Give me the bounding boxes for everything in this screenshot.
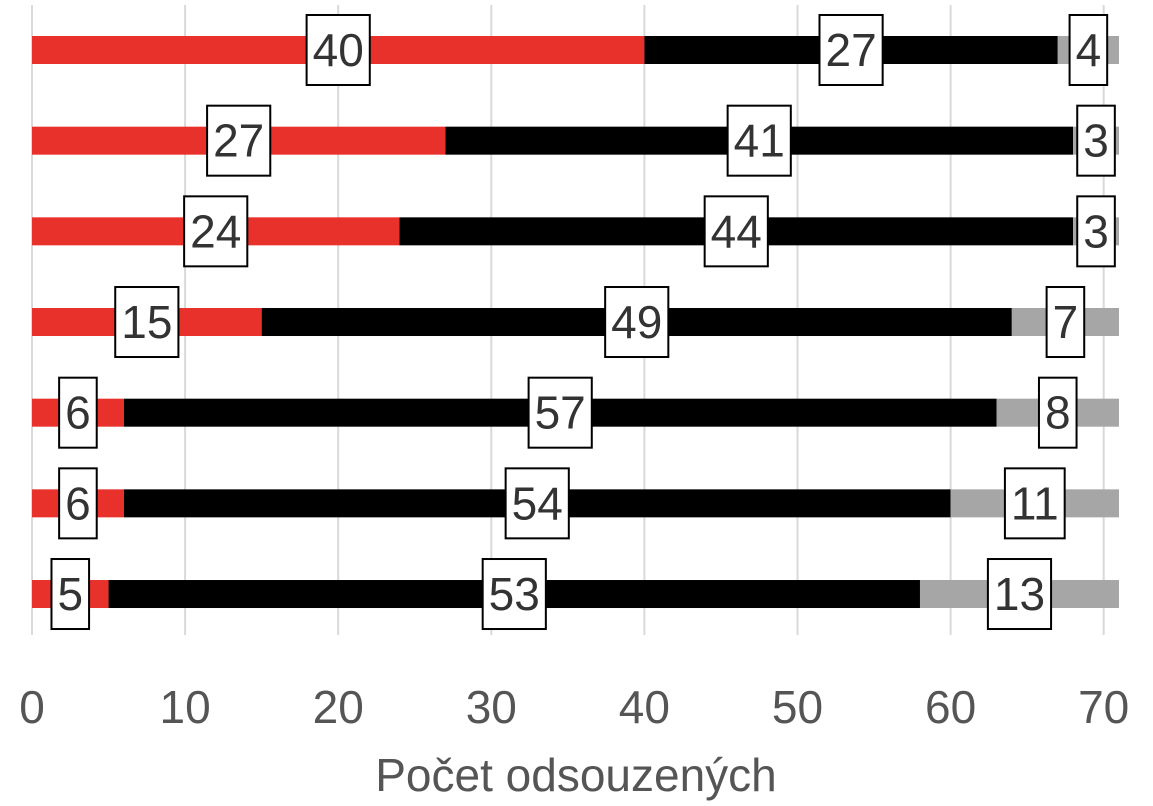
data-label: 27	[818, 14, 884, 86]
data-label-text: 41	[734, 115, 785, 167]
data-label-box	[1068, 14, 1109, 86]
data-label: 4	[1068, 14, 1109, 86]
data-label-text: 49	[611, 296, 662, 348]
x-tick-label: 30	[466, 681, 517, 733]
data-label: 24	[183, 195, 249, 268]
data-label: 7	[1045, 286, 1086, 359]
data-label-text: 57	[535, 387, 586, 439]
data-label-box	[183, 195, 249, 268]
data-label: 44	[703, 195, 769, 268]
data-label: 15	[114, 286, 180, 359]
data-label-box	[1076, 195, 1116, 268]
x-axis-title: Počet odsouzených	[375, 749, 777, 801]
data-label-text: 53	[489, 568, 540, 620]
x-tick-label: 50	[772, 681, 823, 733]
x-tick-label: 70	[1078, 681, 1129, 733]
data-label: 41	[726, 104, 792, 177]
data-label-box	[58, 376, 98, 449]
data-label-box	[818, 14, 884, 86]
data-label: 6	[58, 376, 98, 449]
data-label: 57	[527, 376, 593, 449]
data-label-box	[1076, 104, 1116, 177]
x-tick-label: 10	[160, 681, 211, 733]
data-label-text: 54	[512, 477, 563, 529]
data-label-box	[206, 104, 272, 177]
data-label-text: 11	[1011, 477, 1059, 529]
data-label-text: 6	[65, 387, 91, 439]
data-label: 54	[504, 467, 570, 540]
data-label: 5	[50, 558, 91, 631]
data-label-text: 27	[825, 24, 876, 76]
data-label: 6	[58, 467, 98, 540]
data-label-text: 15	[121, 296, 172, 348]
data-label-text: 8	[1045, 387, 1071, 439]
x-tick-label: 20	[313, 681, 364, 733]
data-label-box	[50, 558, 91, 631]
data-label-box	[1003, 467, 1066, 540]
data-label: 11	[1003, 467, 1066, 540]
data-label-box	[481, 558, 547, 631]
data-label-text: 24	[190, 205, 241, 257]
data-label-box	[986, 558, 1053, 631]
data-label-box	[1045, 286, 1086, 359]
data-label-text: 13	[994, 568, 1045, 620]
x-tick-label: 60	[925, 681, 976, 733]
data-label-text: 3	[1083, 205, 1109, 257]
data-label-box	[58, 467, 98, 540]
data-label-box	[527, 376, 593, 449]
data-label: 27	[206, 104, 272, 177]
x-tick-label: 0	[19, 681, 45, 733]
data-label-text: 5	[57, 568, 83, 620]
data-label-box	[726, 104, 792, 177]
data-label-box	[604, 286, 670, 359]
data-label-text: 4	[1076, 24, 1102, 76]
data-label: 3	[1076, 104, 1116, 177]
data-label: 49	[604, 286, 670, 359]
data-label-box	[1037, 376, 1078, 449]
data-label: 13	[986, 558, 1053, 631]
data-label-box	[114, 286, 180, 359]
data-label-text: 3	[1083, 115, 1109, 167]
data-label: 8	[1037, 376, 1078, 449]
data-label-text: 44	[711, 205, 762, 257]
data-label: 40	[305, 14, 371, 86]
data-label-box	[504, 467, 570, 540]
data-label: 53	[481, 558, 547, 631]
data-label-box	[305, 14, 371, 86]
data-label: 3	[1076, 195, 1116, 268]
x-tick-label: 40	[619, 681, 670, 733]
data-label-text: 40	[313, 24, 364, 76]
data-label-text: 6	[65, 477, 91, 529]
data-label-box	[703, 195, 769, 268]
data-label-text: 27	[213, 115, 264, 167]
data-label-text: 7	[1053, 296, 1079, 348]
